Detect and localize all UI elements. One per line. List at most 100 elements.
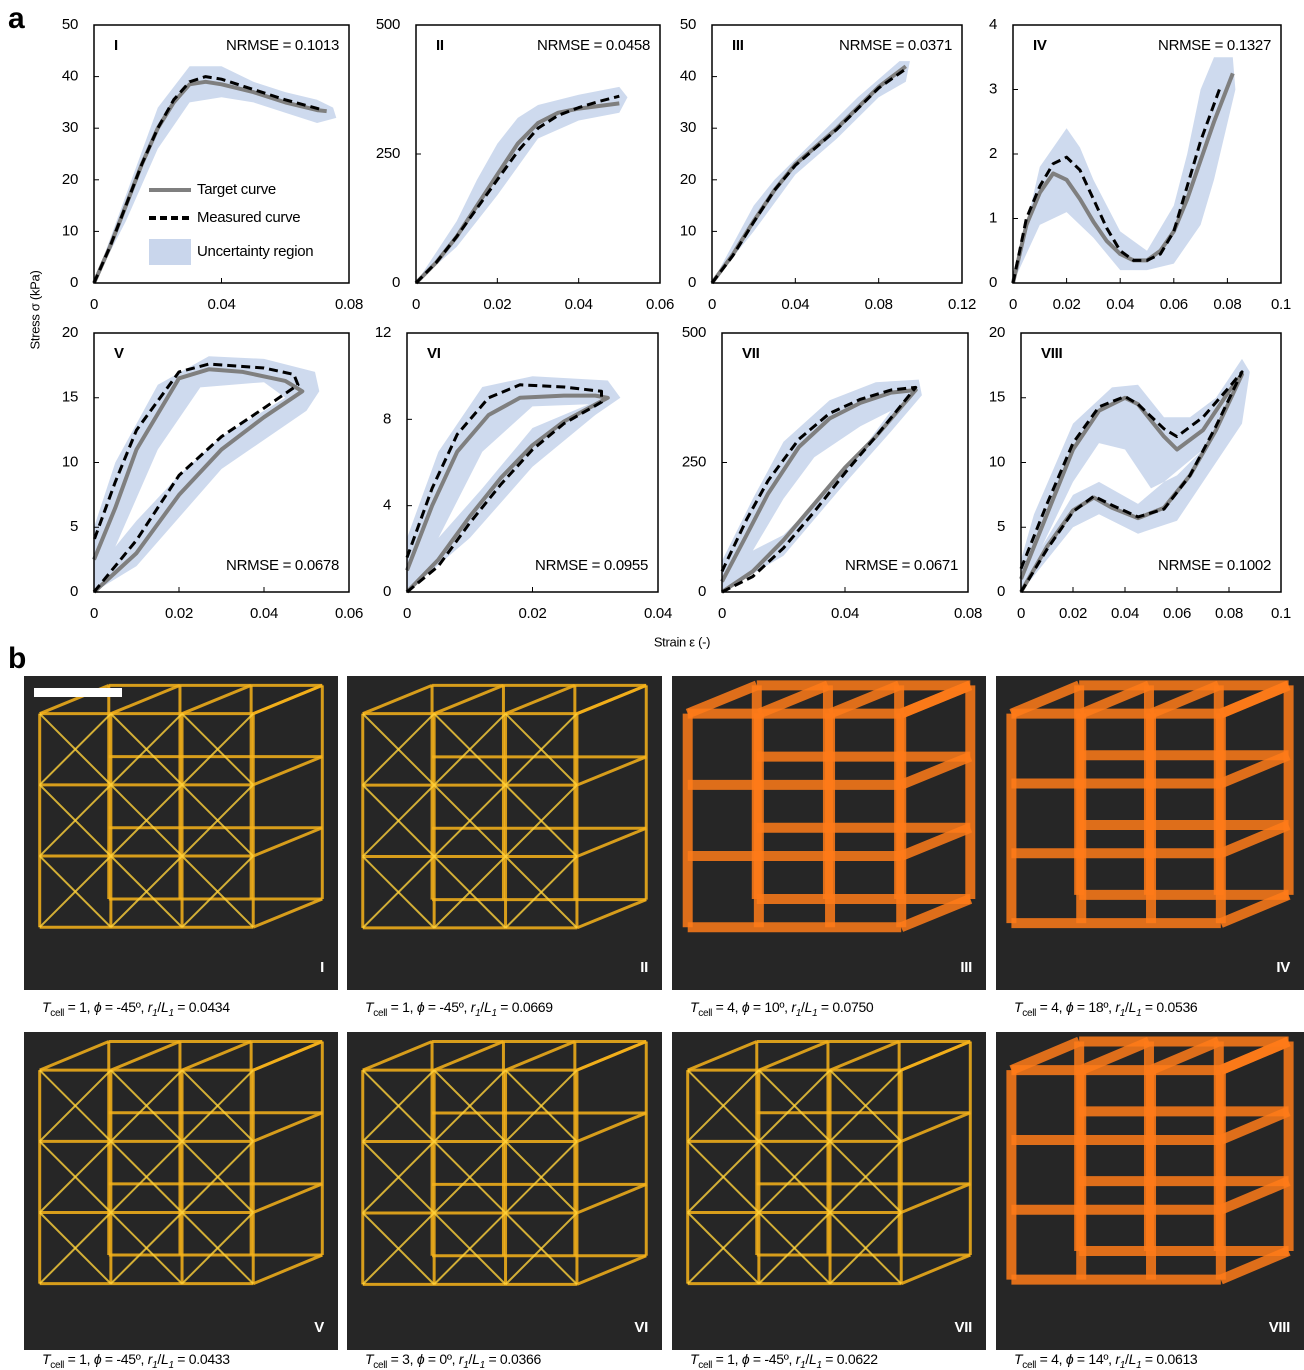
y-tick-label: 50	[680, 16, 696, 33]
plot-frame	[712, 25, 962, 283]
panel-numeral: III	[732, 37, 744, 54]
photo	[996, 676, 1304, 990]
x-tick-label: 0.08	[1213, 296, 1241, 313]
x-tick-label: 0.06	[335, 605, 363, 622]
nrmse-annotation: NRMSE = 0.0458	[537, 37, 650, 54]
measured-curve	[712, 69, 906, 283]
panel-numeral: V	[114, 345, 124, 362]
x-tick-label: 0.08	[1215, 605, 1243, 622]
x-tick-label: 0.02	[483, 296, 511, 313]
x-tick-label: 0.1	[1271, 296, 1291, 313]
panel-letter: a	[8, 2, 25, 35]
panel-numeral: VII	[742, 345, 760, 362]
nrmse-annotation: NRMSE = 0.0678	[226, 557, 339, 574]
panel-letter: b	[8, 642, 26, 675]
photo	[347, 1032, 662, 1350]
caption-part: L	[484, 999, 492, 1015]
nrmse-annotation: NRMSE = 0.0955	[535, 557, 648, 574]
x-tick-label: 0.04	[1106, 296, 1134, 313]
x-tick-label: 0.02	[1059, 605, 1087, 622]
x-tick-label: 0.02	[519, 605, 547, 622]
caption-part: L	[809, 1351, 817, 1367]
caption-part: = 0.0622	[822, 1351, 879, 1367]
uncertainty-band	[712, 61, 910, 283]
photo	[996, 1032, 1304, 1350]
caption-part: = 0.0536	[1141, 999, 1198, 1015]
y-tick-label: 250	[682, 453, 706, 470]
photo-numeral: V	[314, 1319, 324, 1336]
x-tick-label: 0.08	[865, 296, 893, 313]
x-tick-label: 0	[708, 296, 716, 313]
photo	[24, 676, 338, 990]
caption-part: = 0º,	[424, 1351, 459, 1367]
photo-caption: Tcell = 1, ϕ = -45º, r1/L1 = 0.0433	[42, 1351, 230, 1370]
caption-part: cell	[698, 1360, 712, 1370]
caption-part: cell	[1022, 1360, 1036, 1370]
photo-numeral: I	[320, 959, 324, 976]
caption-part: = 1,	[64, 999, 94, 1015]
x-tick-label: 0.04	[250, 605, 278, 622]
y-tick-label: 3	[989, 80, 997, 97]
y-tick-label: 20	[62, 324, 78, 341]
x-tick-label: 0.12	[948, 296, 976, 313]
y-tick-label: 10	[680, 222, 696, 239]
x-tick-label: 0.06	[1163, 605, 1191, 622]
nrmse-annotation: NRMSE = 0.0371	[839, 37, 952, 54]
caption-part: = 4,	[712, 999, 742, 1015]
photo	[24, 1032, 338, 1350]
caption-part: = 14º,	[1073, 1351, 1115, 1367]
caption-part: cell	[50, 1008, 64, 1019]
y-tick-label: 30	[680, 119, 696, 136]
photo-numeral: VIII	[1269, 1319, 1290, 1336]
y-tick-label: 2	[989, 145, 997, 162]
x-tick-label: 0.02	[1053, 296, 1081, 313]
photo	[672, 676, 986, 990]
x-tick-label: 0	[1009, 296, 1017, 313]
y-tick-label: 500	[682, 324, 706, 341]
nrmse-annotation: NRMSE = 0.0671	[845, 557, 958, 574]
y-tick-label: 1	[989, 209, 997, 226]
y-tick-label: 4	[989, 16, 997, 33]
caption-part: L	[1129, 1351, 1137, 1367]
photo-numeral: III	[960, 959, 972, 976]
caption-part: = 0.0669	[497, 999, 554, 1015]
y-tick-label: 10	[989, 453, 1005, 470]
y-tick-label: 0	[688, 274, 696, 291]
photo-caption: Tcell = 4, ϕ = 10º, r1/L1 = 0.0750	[690, 999, 874, 1019]
panel-numeral: IV	[1033, 37, 1047, 54]
caption-part: = 0.0433	[174, 1351, 231, 1367]
y-tick-label: 500	[376, 16, 400, 33]
caption-part: = -45º,	[101, 1351, 147, 1367]
caption-part: cell	[1022, 1008, 1036, 1019]
x-tick-label: 0.02	[165, 605, 193, 622]
x-tick-label: 0.08	[954, 605, 982, 622]
caption-part: = -45º,	[424, 999, 470, 1015]
legend-swatch	[149, 239, 191, 265]
photo-numeral: VII	[955, 1319, 973, 1336]
photo-caption: Tcell = 4, ϕ = 14º, r1/L1 = 0.0613	[1014, 1351, 1198, 1370]
caption-part: L	[805, 999, 813, 1015]
caption-part: = 1,	[64, 1351, 94, 1367]
y-tick-label: 0	[698, 583, 706, 600]
y-tick-label: 20	[62, 171, 78, 188]
x-axis-label: Strain ε (-)	[654, 634, 710, 649]
panel-numeral: I	[114, 37, 118, 54]
caption-part: = 1,	[387, 999, 417, 1015]
y-tick-label: 40	[62, 68, 78, 85]
x-tick-label: 0.04	[208, 296, 236, 313]
caption-part: L	[161, 999, 169, 1015]
x-tick-label: 0	[90, 605, 98, 622]
y-tick-label: 4	[383, 497, 391, 514]
photo-caption: Tcell = 1, ϕ = -45º, r1/L1 = 0.0622	[690, 1351, 878, 1370]
y-tick-label: 20	[680, 171, 696, 188]
y-tick-label: 0	[392, 274, 400, 291]
x-tick-label: 0	[412, 296, 420, 313]
y-tick-label: 0	[70, 583, 78, 600]
caption-part: = 0.0366	[485, 1351, 542, 1367]
x-tick-label: 0	[718, 605, 726, 622]
y-tick-label: 5	[70, 518, 78, 535]
x-tick-label: 0	[1017, 605, 1025, 622]
caption-part: L	[472, 1351, 480, 1367]
caption-part: = 0.0750	[817, 999, 874, 1015]
photo-numeral: IV	[1276, 959, 1290, 976]
